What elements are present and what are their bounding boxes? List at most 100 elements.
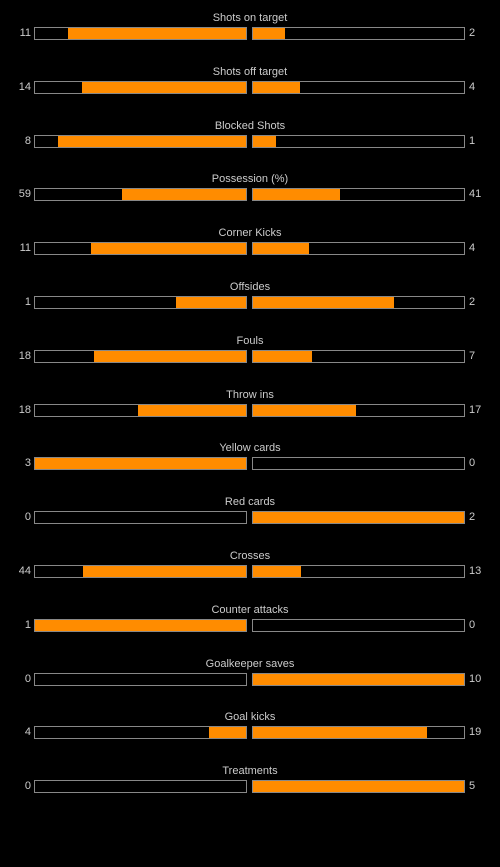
home-bar-fill xyxy=(175,296,246,308)
home-value: 0 xyxy=(24,672,31,685)
stat-row: Blocked Shots 8 1 xyxy=(0,119,500,173)
away-bar-fill xyxy=(253,404,356,416)
stat-label: Blocked Shots xyxy=(214,119,286,132)
stat-label: Red cards xyxy=(224,496,276,509)
stat-row: Offsides 1 2 xyxy=(0,280,500,334)
home-value: 18 xyxy=(18,349,31,362)
away-bar xyxy=(252,403,465,417)
stat-label: Crosses xyxy=(229,549,271,562)
home-bar xyxy=(34,27,247,40)
stat-label: Yellow cards xyxy=(219,442,281,455)
away-bar-fill xyxy=(253,135,277,147)
home-bar xyxy=(34,726,247,740)
home-value: 0 xyxy=(24,780,31,793)
away-value: 2 xyxy=(469,27,476,39)
home-bar xyxy=(34,457,247,471)
away-bar xyxy=(252,295,465,309)
home-bar xyxy=(34,295,247,309)
home-bar-fill xyxy=(121,189,246,201)
home-value: 0 xyxy=(24,511,31,524)
home-bar-fill xyxy=(35,458,246,470)
home-bar xyxy=(34,134,247,148)
home-bar-fill xyxy=(35,619,246,631)
home-bar-fill xyxy=(91,243,246,255)
stat-row: Possession (%) 59 41 xyxy=(0,172,500,226)
away-bar xyxy=(252,672,465,686)
home-bar xyxy=(34,80,247,94)
home-value: 44 xyxy=(18,564,31,577)
home-bar xyxy=(34,242,247,256)
stat-label: Shots off target xyxy=(212,65,288,78)
stat-row: Goal kicks 4 19 xyxy=(0,710,500,764)
home-value: 1 xyxy=(24,295,31,308)
stat-label: Possession (%) xyxy=(211,173,289,186)
away-value: 17 xyxy=(469,403,482,416)
stat-label: Shots on target xyxy=(212,12,288,24)
home-value: 11 xyxy=(19,242,31,255)
stat-label: Goalkeeper saves xyxy=(205,657,295,670)
away-bar-fill xyxy=(253,81,300,93)
away-bar-fill xyxy=(253,28,286,39)
stat-label: Treatments xyxy=(222,765,278,778)
home-value: 14 xyxy=(18,80,31,93)
away-bar-fill xyxy=(253,673,464,685)
match-stats-list: Shots on target 11 2 Shots off target 14… xyxy=(0,11,500,818)
home-value: 8 xyxy=(24,134,31,147)
away-value: 5 xyxy=(469,780,476,793)
stat-label: Corner Kicks xyxy=(218,227,282,240)
stat-row: Yellow cards 3 0 xyxy=(0,441,500,495)
home-value: 59 xyxy=(18,188,31,201)
home-bar xyxy=(34,349,247,363)
away-value: 1 xyxy=(469,134,476,147)
stat-row: Shots on target 11 2 xyxy=(0,11,500,65)
away-bar xyxy=(252,242,465,256)
stat-row: Shots off target 14 4 xyxy=(0,65,500,119)
stat-label: Offsides xyxy=(229,280,271,293)
stat-row: Fouls 18 7 xyxy=(0,334,500,388)
away-bar-fill xyxy=(253,189,340,201)
away-bar-fill xyxy=(253,243,310,255)
home-bar xyxy=(34,511,247,525)
home-bar xyxy=(34,780,247,794)
away-value: 2 xyxy=(469,295,476,308)
away-bar xyxy=(252,80,465,94)
away-value: 4 xyxy=(469,242,476,255)
away-value: 7 xyxy=(469,349,476,362)
home-bar xyxy=(34,618,247,632)
home-bar xyxy=(34,403,247,417)
home-bar-fill xyxy=(67,28,246,39)
stat-label: Fouls xyxy=(236,334,264,347)
stat-label: Counter attacks xyxy=(211,603,289,616)
away-value: 2 xyxy=(469,511,476,524)
home-bar-fill xyxy=(81,81,246,93)
away-value: 4 xyxy=(469,80,476,93)
stat-label: Throw ins xyxy=(226,388,274,401)
away-bar xyxy=(252,134,465,148)
away-bar xyxy=(252,618,465,632)
away-bar xyxy=(252,726,465,740)
home-value: 1 xyxy=(24,618,31,631)
home-bar-fill xyxy=(209,727,246,739)
away-bar xyxy=(252,349,465,363)
stat-row: Crosses 44 13 xyxy=(0,549,500,603)
away-bar xyxy=(252,457,465,471)
away-bar xyxy=(252,27,465,40)
away-bar-fill xyxy=(253,781,464,793)
away-value: 0 xyxy=(469,457,476,470)
home-value: 3 xyxy=(24,457,31,470)
away-value: 19 xyxy=(469,726,482,739)
home-bar-fill xyxy=(58,135,246,147)
away-bar-fill xyxy=(253,727,428,739)
home-value: 18 xyxy=(18,403,31,416)
away-bar xyxy=(252,511,465,525)
away-bar xyxy=(252,564,465,578)
away-value: 13 xyxy=(469,564,482,577)
away-value: 41 xyxy=(469,188,482,201)
away-bar-fill xyxy=(253,512,464,524)
home-bar xyxy=(34,672,247,686)
stat-label: Goal kicks xyxy=(224,711,276,724)
home-value: 4 xyxy=(24,726,31,739)
home-bar-fill xyxy=(137,404,246,416)
stat-row: Goalkeeper saves 0 10 xyxy=(0,657,500,711)
home-bar-fill xyxy=(94,350,246,362)
